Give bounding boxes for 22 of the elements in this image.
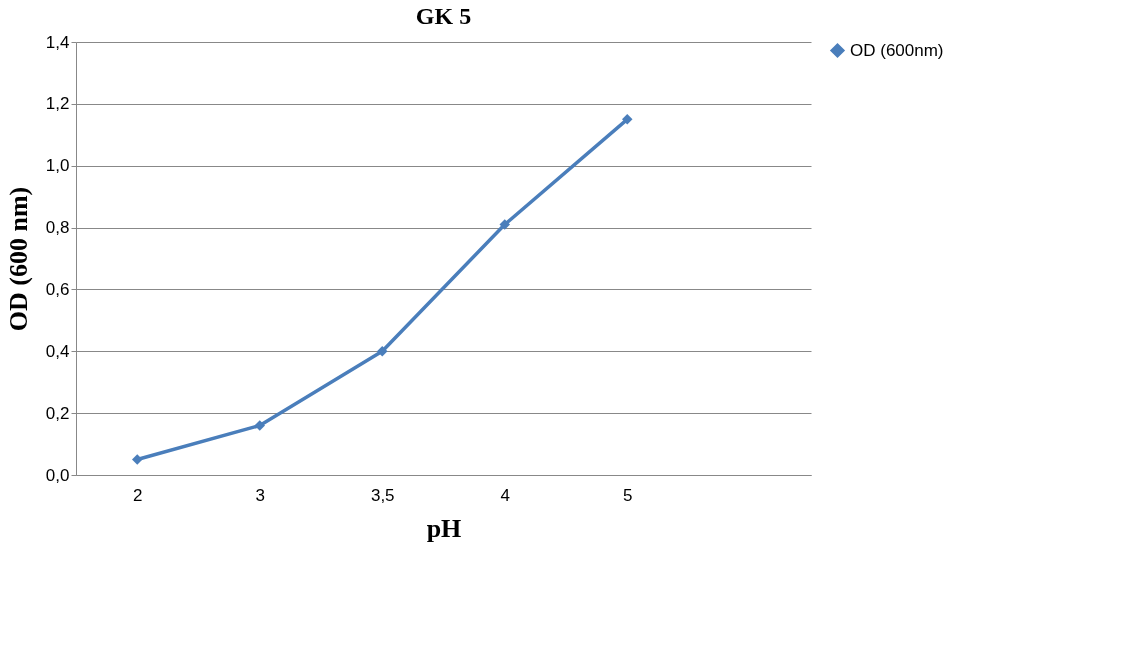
y-tick-label: 1,0 (45, 156, 70, 176)
y-axis-title: OD (600 nm) (3, 186, 33, 332)
y-tick-label: 1,4 (45, 32, 70, 52)
point (499, 219, 510, 230)
y-tick-label: 0,6 (45, 279, 70, 299)
point (377, 346, 388, 357)
x-axis-title: pH (426, 513, 462, 543)
y-tick-label: 0,4 (45, 341, 70, 361)
x-tick-label: 2 (133, 485, 143, 505)
x-tick-label: 4 (500, 485, 510, 505)
point (254, 420, 265, 431)
y-tick-label: 0,0 (45, 465, 70, 485)
y-tick-label: 0,8 (45, 218, 70, 238)
x-tick-label: 5 (623, 485, 633, 505)
y-tick-label: 1,2 (45, 94, 70, 114)
point (132, 454, 143, 465)
chart-title: GK 5 (415, 3, 472, 29)
legend-label: OD (600nm) (850, 40, 944, 60)
x-tick-label: 3,5 (370, 485, 395, 505)
x-tick-label: 3 (255, 485, 265, 505)
y-tick-label: 0,2 (45, 403, 70, 423)
point (622, 114, 633, 125)
